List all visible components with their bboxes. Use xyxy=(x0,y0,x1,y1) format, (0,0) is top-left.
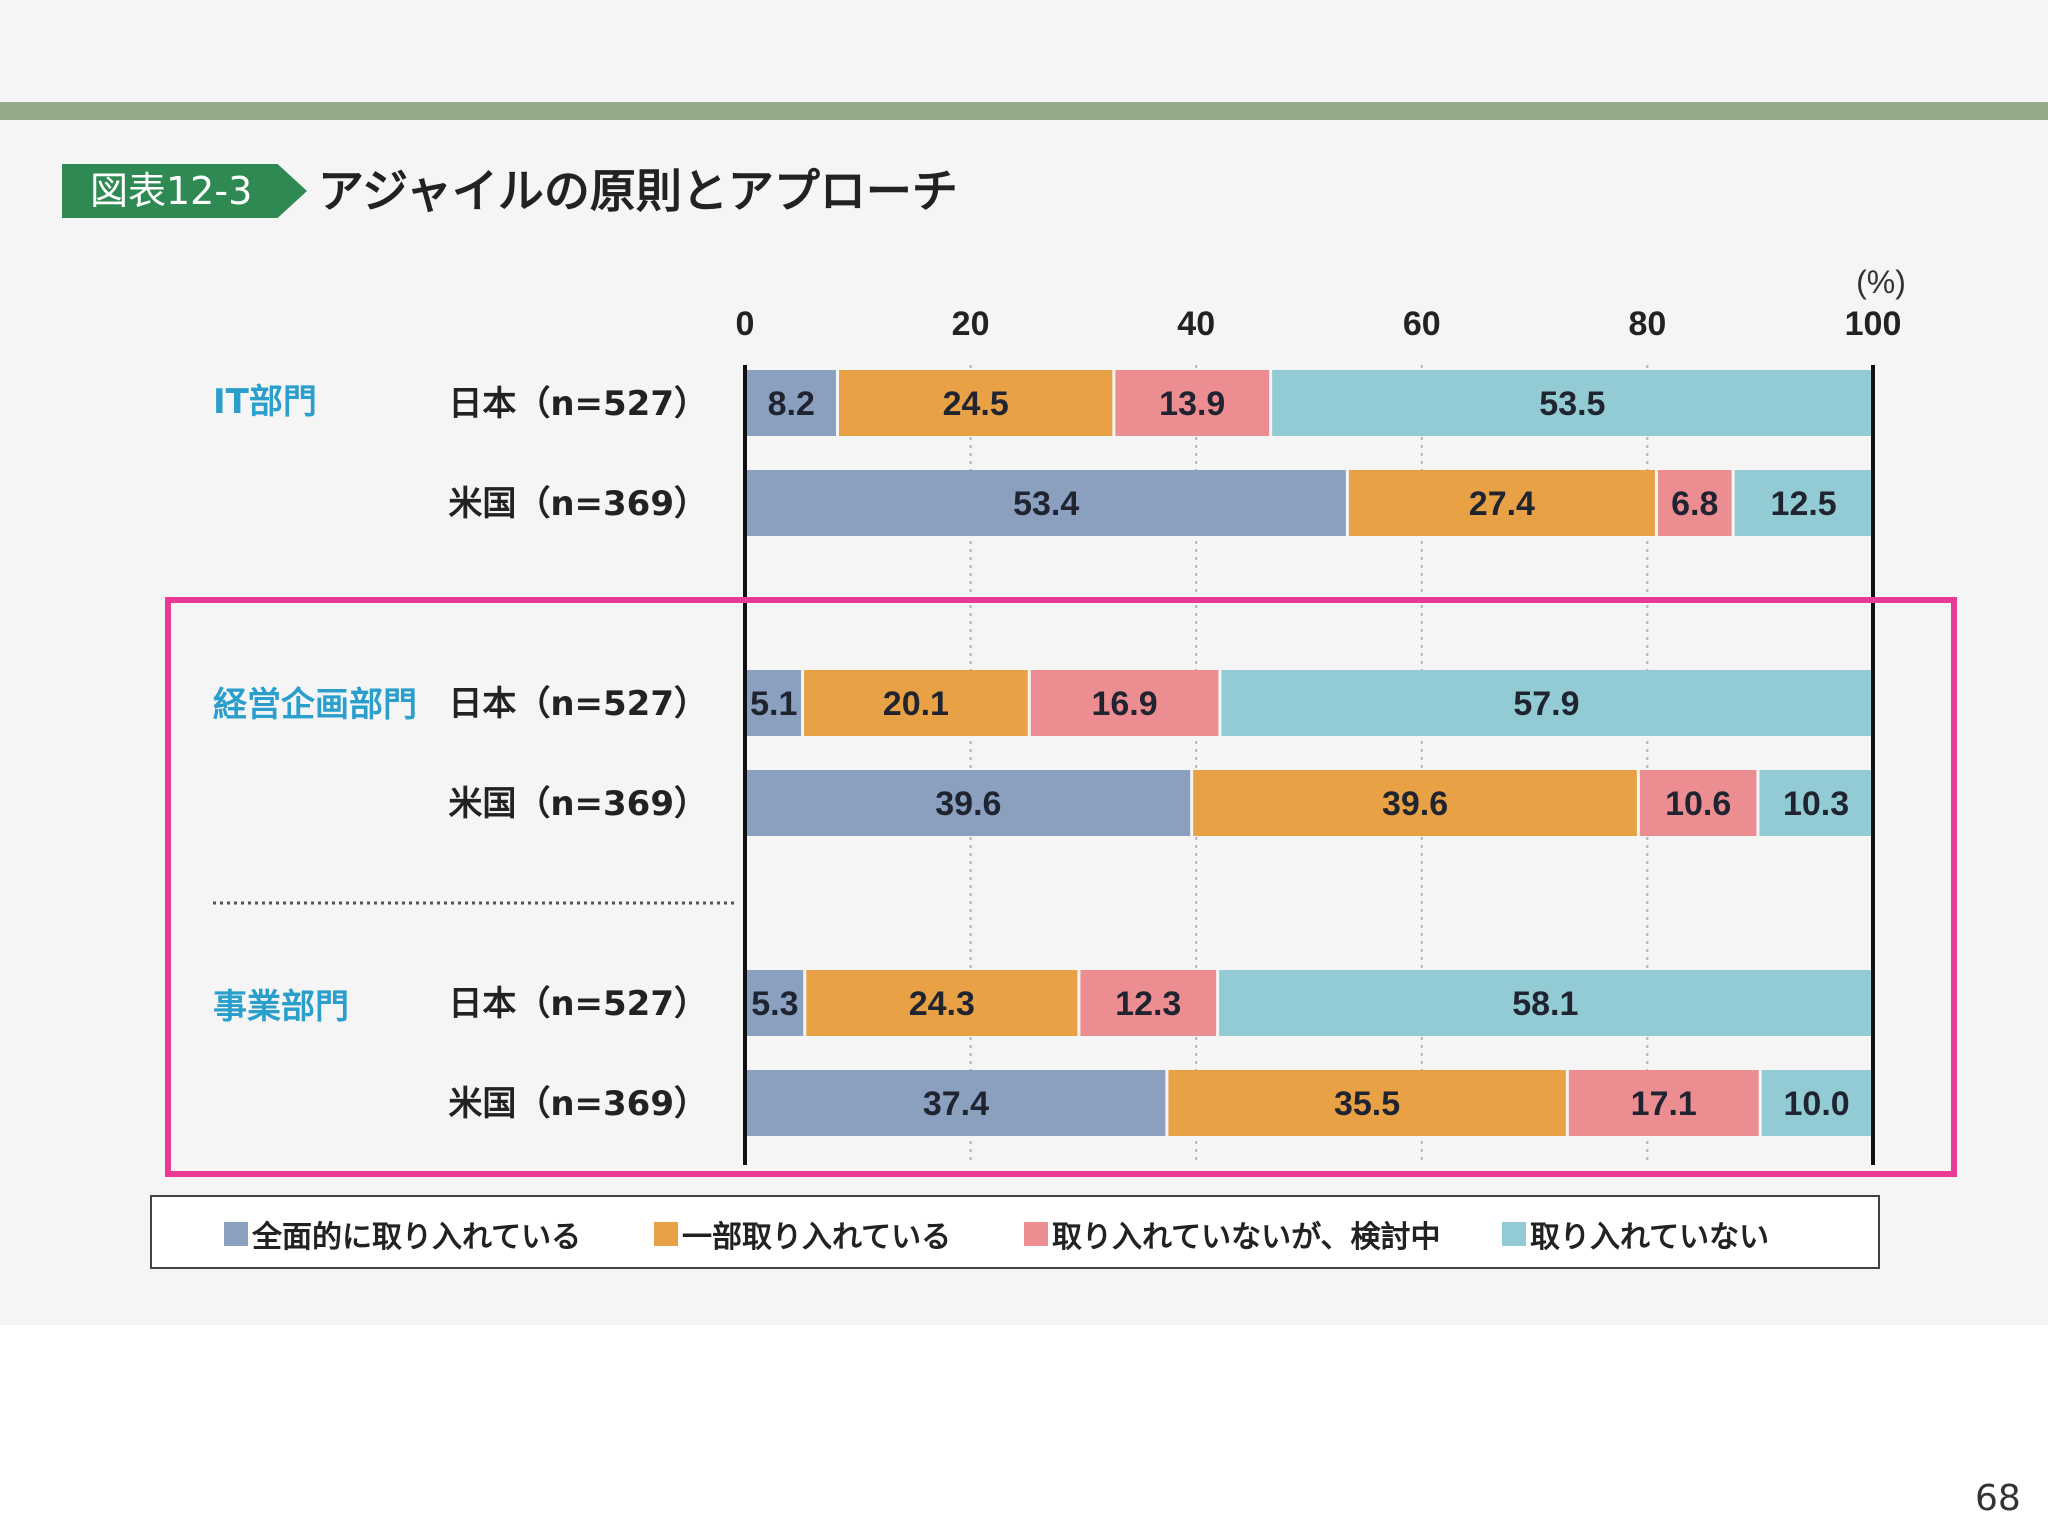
group-label: IT部門 xyxy=(213,382,317,422)
x-tick-label: 40 xyxy=(1177,305,1215,343)
data-label: 5.3 xyxy=(751,985,798,1023)
row-label: 日本（n=527） xyxy=(448,684,708,724)
data-label: 13.9 xyxy=(1159,385,1225,423)
data-label: 37.4 xyxy=(923,1085,989,1123)
data-label: 57.9 xyxy=(1513,685,1579,723)
x-tick-label: 0 xyxy=(736,305,755,343)
data-label: 24.3 xyxy=(909,985,975,1023)
row-label: 日本（n=527） xyxy=(448,384,708,424)
legend-swatch-full xyxy=(224,1222,248,1246)
legend-item-partial: 一部取り入れている xyxy=(654,1197,951,1271)
data-label: 39.6 xyxy=(935,785,1001,823)
bar-segment xyxy=(1657,470,1732,536)
data-label: 39.6 xyxy=(1382,785,1448,823)
bar-segment xyxy=(1221,670,1872,736)
data-label: 27.4 xyxy=(1469,485,1535,523)
legend-swatch-considering xyxy=(1024,1222,1048,1246)
bar-segment xyxy=(746,1070,1166,1136)
stacked-bar-chart: 0 20 40 60 80 100(%)IT部門 日本（n=527） 8.2 24.5 13.9 5… xyxy=(213,264,1906,1165)
bar-segment xyxy=(1272,370,1873,436)
data-label: 6.8 xyxy=(1671,485,1718,523)
bar-segment xyxy=(746,970,804,1036)
group-label: 経営企画部門 xyxy=(213,685,417,725)
data-label: 35.5 xyxy=(1334,1085,1400,1123)
data-label: 58.1 xyxy=(1512,985,1578,1023)
bar-segment xyxy=(838,370,1113,436)
bar-segment xyxy=(1348,470,1655,536)
data-label: 5.1 xyxy=(750,685,797,723)
data-label: 8.2 xyxy=(768,385,815,423)
x-tick-label: 20 xyxy=(952,305,990,343)
bar-segment xyxy=(1759,770,1873,836)
legend-item-full: 全面的に取り入れている xyxy=(224,1197,581,1271)
x-tick-label: 100 xyxy=(1845,305,1902,343)
data-label: 53.4 xyxy=(1013,485,1079,523)
legend-swatch-partial xyxy=(654,1222,678,1246)
bar-segment xyxy=(1030,670,1219,736)
data-label: 10.0 xyxy=(1784,1085,1850,1123)
row-label: 日本（n=527） xyxy=(448,984,708,1024)
row-label: 米国（n=369） xyxy=(448,784,708,824)
bar-segment xyxy=(746,670,802,736)
chart-legend: 全面的に取り入れている 一部取り入れている 取り入れていないが、検討中 取り入れ… xyxy=(150,1195,1880,1269)
bar-segment xyxy=(1193,770,1637,836)
bar-segment xyxy=(1568,1070,1759,1136)
legend-label-none: 取り入れていない xyxy=(1530,1220,1770,1255)
data-label: 10.6 xyxy=(1665,785,1731,823)
bar-segment xyxy=(806,970,1078,1036)
data-label: 12.5 xyxy=(1771,485,1837,523)
data-label: 20.1 xyxy=(883,685,949,723)
data-label: 17.1 xyxy=(1631,1085,1697,1123)
legend-item-considering: 取り入れていないが、検討中 xyxy=(1024,1197,1441,1271)
bar-segment xyxy=(1639,770,1757,836)
group-label: 事業部門 xyxy=(213,987,349,1027)
bar-segment xyxy=(746,770,1191,836)
x-tick-label: 60 xyxy=(1403,305,1441,343)
unit-label: (%) xyxy=(1856,264,1906,300)
bar-segment xyxy=(1219,970,1872,1036)
bar-segment xyxy=(1080,970,1217,1036)
x-tick-label: 80 xyxy=(1628,305,1666,343)
bar-segment xyxy=(804,670,1028,736)
page-number: 68 xyxy=(1975,1478,2021,1519)
bar-segment xyxy=(746,370,836,436)
row-label: 米国（n=369） xyxy=(448,1084,708,1124)
row-label: 米国（n=369） xyxy=(448,484,708,524)
data-label: 53.5 xyxy=(1539,385,1605,423)
legend-item-none: 取り入れていない xyxy=(1502,1197,1769,1271)
bar-segment xyxy=(1168,1070,1566,1136)
figure-label: 図表12-3 xyxy=(62,164,307,218)
data-label: 16.9 xyxy=(1091,685,1157,723)
legend-label-partial: 一部取り入れている xyxy=(682,1220,952,1255)
data-label: 12.3 xyxy=(1115,985,1181,1023)
legend-label-considering: 取り入れていないが、検討中 xyxy=(1052,1220,1441,1255)
figure-title: アジャイルの原則とアプローチ xyxy=(318,164,958,218)
legend-label-full: 全面的に取り入れている xyxy=(252,1220,582,1255)
highlight-frame xyxy=(165,597,1957,1177)
bar-segment xyxy=(1761,1070,1872,1136)
bar-segment xyxy=(746,470,1346,536)
bar-segment xyxy=(1115,370,1270,436)
header-band xyxy=(0,102,2048,120)
legend-swatch-none xyxy=(1502,1222,1526,1246)
data-label: 24.5 xyxy=(943,385,1009,423)
bar-segment xyxy=(1734,470,1873,536)
data-label: 10.3 xyxy=(1783,785,1849,823)
